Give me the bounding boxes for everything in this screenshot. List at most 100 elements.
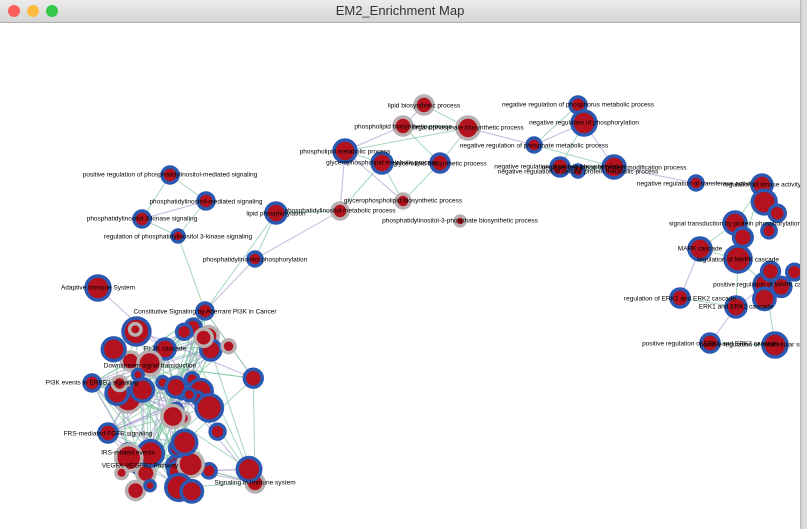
- node: [181, 386, 198, 403]
- edge: [149, 364, 186, 443]
- node: [731, 226, 754, 249]
- node: [97, 422, 119, 444]
- node: [136, 349, 164, 377]
- node: [330, 201, 350, 221]
- node: [767, 203, 787, 223]
- node-label: negative regulation of cellular protein …: [498, 169, 659, 176]
- node: [429, 152, 451, 174]
- node-label: PI3K events in ERBB2 signaling: [46, 380, 139, 387]
- node: [132, 209, 152, 229]
- node: [724, 295, 748, 319]
- node: [525, 136, 543, 154]
- node: [761, 331, 789, 359]
- node: [246, 250, 264, 268]
- node-label: IRS-related events: [101, 450, 156, 457]
- node: [453, 214, 467, 228]
- node: [124, 479, 147, 502]
- node: [100, 336, 127, 363]
- node: [669, 287, 691, 309]
- node: [332, 138, 358, 164]
- close-button[interactable]: [8, 5, 20, 17]
- node: [196, 191, 216, 211]
- node-label: ERK1 and ERK2 cascade: [699, 304, 774, 311]
- node: [160, 165, 180, 185]
- edge: [91, 382, 180, 488]
- edge: [177, 235, 206, 312]
- node: [153, 337, 177, 361]
- node-label: phospholipid biosynthetic process: [354, 124, 452, 131]
- node: [110, 374, 129, 393]
- node: [687, 174, 705, 192]
- node-label: positive regulation of ERK1 and ERK2 cas…: [642, 341, 778, 348]
- node: [699, 332, 721, 354]
- node-label: positive regulation of phosphatidylinosi…: [83, 172, 258, 179]
- node-label: negative regulation of phosphorylation: [529, 120, 639, 127]
- edge: [254, 210, 341, 260]
- node-label: FRS-mediated FGFR signaling: [64, 431, 153, 438]
- network-canvas: lipid biosynthetic process negative regul…: [46, 94, 800, 504]
- edge: [204, 212, 277, 312]
- edge: [149, 364, 254, 379]
- node: [687, 236, 713, 262]
- node: [601, 154, 627, 180]
- node-label: negative regulation of phosphate metabol…: [460, 143, 609, 150]
- node-label: glycerophospholipid biosynthetic process: [344, 198, 463, 205]
- node-label: phosphatidylinositol-mediated signaling: [149, 199, 262, 206]
- node-label: regulation of phosphatidylinositol 3-kin…: [104, 234, 253, 241]
- node-label: regulation of MAPK cascade: [697, 257, 779, 264]
- node-label: VEGFA-VEGFR2 Pathway: [102, 463, 179, 470]
- node: [264, 201, 288, 225]
- edge: [344, 150, 404, 202]
- node: [164, 375, 188, 399]
- node-label: PI-3K cascade: [144, 346, 187, 353]
- node-label: signal transduction by protein phosphory…: [669, 221, 800, 228]
- node: [570, 109, 598, 137]
- node: [195, 301, 215, 321]
- node: [752, 286, 777, 312]
- node: [160, 403, 186, 430]
- node-label: negative regulation of protein phosphory…: [494, 164, 626, 171]
- node: [193, 327, 214, 349]
- node-label: Constitutive Signaling by Aberrant PI3K …: [133, 309, 277, 316]
- edge: [141, 200, 207, 220]
- title-bar: EM2_Enrichment Map: [0, 0, 800, 23]
- node: [392, 115, 414, 137]
- node-label: Adaptive Immune System: [61, 285, 135, 292]
- node-label: regulation of ERK1 and ERK2 cascade: [624, 296, 736, 303]
- node: [208, 422, 227, 441]
- node-label: phosphatidylinositol 3-kinase signaling: [87, 216, 198, 223]
- node: [235, 455, 263, 483]
- node: [760, 221, 778, 240]
- node: [170, 228, 186, 244]
- node-label: glycerophospholipid metabolic process: [326, 160, 438, 167]
- node: [370, 151, 394, 175]
- node: [127, 321, 143, 337]
- node-label: organophosphate biosynthetic process: [412, 125, 524, 132]
- node: [130, 367, 145, 382]
- node: [84, 274, 112, 302]
- node: [179, 478, 205, 504]
- zoom-button[interactable]: [46, 5, 58, 17]
- node: [242, 367, 264, 389]
- edge: [344, 127, 469, 152]
- minimize-button[interactable]: [27, 5, 39, 17]
- node-label: phosphatidylinositol metabolic process: [285, 208, 397, 215]
- node: [82, 373, 102, 393]
- node: [170, 428, 199, 457]
- node: [143, 478, 157, 493]
- node: [394, 192, 412, 210]
- edge: [613, 166, 697, 184]
- node-label: negative regulation of transferase activ…: [637, 181, 756, 188]
- node-label: lipid phosphorylation: [246, 211, 306, 218]
- node: [114, 465, 130, 481]
- node: [455, 115, 481, 141]
- node-label: phosphatidylinositol phosphorylation: [203, 257, 308, 264]
- node: [770, 275, 793, 299]
- node: [220, 337, 237, 355]
- window-title: EM2_Enrichment Map: [335, 3, 465, 18]
- edge: [204, 258, 256, 312]
- node-label: lipid biosynthetic process: [388, 103, 461, 110]
- node-label: regulation of kinase activity: [723, 182, 800, 189]
